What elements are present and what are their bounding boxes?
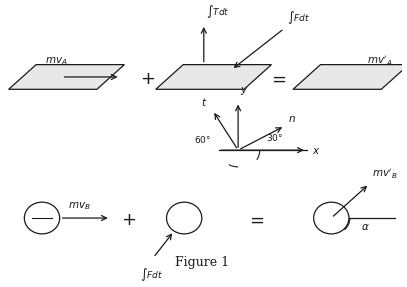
Polygon shape [293,65,407,89]
Text: $y$: $y$ [240,85,249,97]
Text: $30°$: $30°$ [266,132,282,143]
Polygon shape [9,65,125,89]
Text: $mv_B$: $mv_B$ [68,200,91,212]
Text: $n$: $n$ [288,114,295,124]
Text: $mv'_B$: $mv'_B$ [372,167,398,181]
Text: $mv'_A$: $mv'_A$ [368,54,393,68]
Text: $=$: $=$ [247,211,265,229]
Text: $\int Tdt$: $\int Tdt$ [206,3,230,20]
Text: $\int Fdt$: $\int Fdt$ [140,267,163,284]
Text: $60°$: $60°$ [194,134,211,145]
Text: $+$: $+$ [121,211,136,229]
Text: $t$: $t$ [201,96,208,108]
Text: $\alpha$: $\alpha$ [361,222,370,232]
Text: $mv_A$: $mv_A$ [45,55,68,67]
Polygon shape [156,65,271,89]
Text: $+$: $+$ [140,70,155,88]
Text: Figure 1: Figure 1 [175,256,229,269]
Text: $x$: $x$ [312,146,320,156]
Text: $\int Fdt$: $\int Fdt$ [287,9,311,26]
Text: $=$: $=$ [268,70,287,88]
